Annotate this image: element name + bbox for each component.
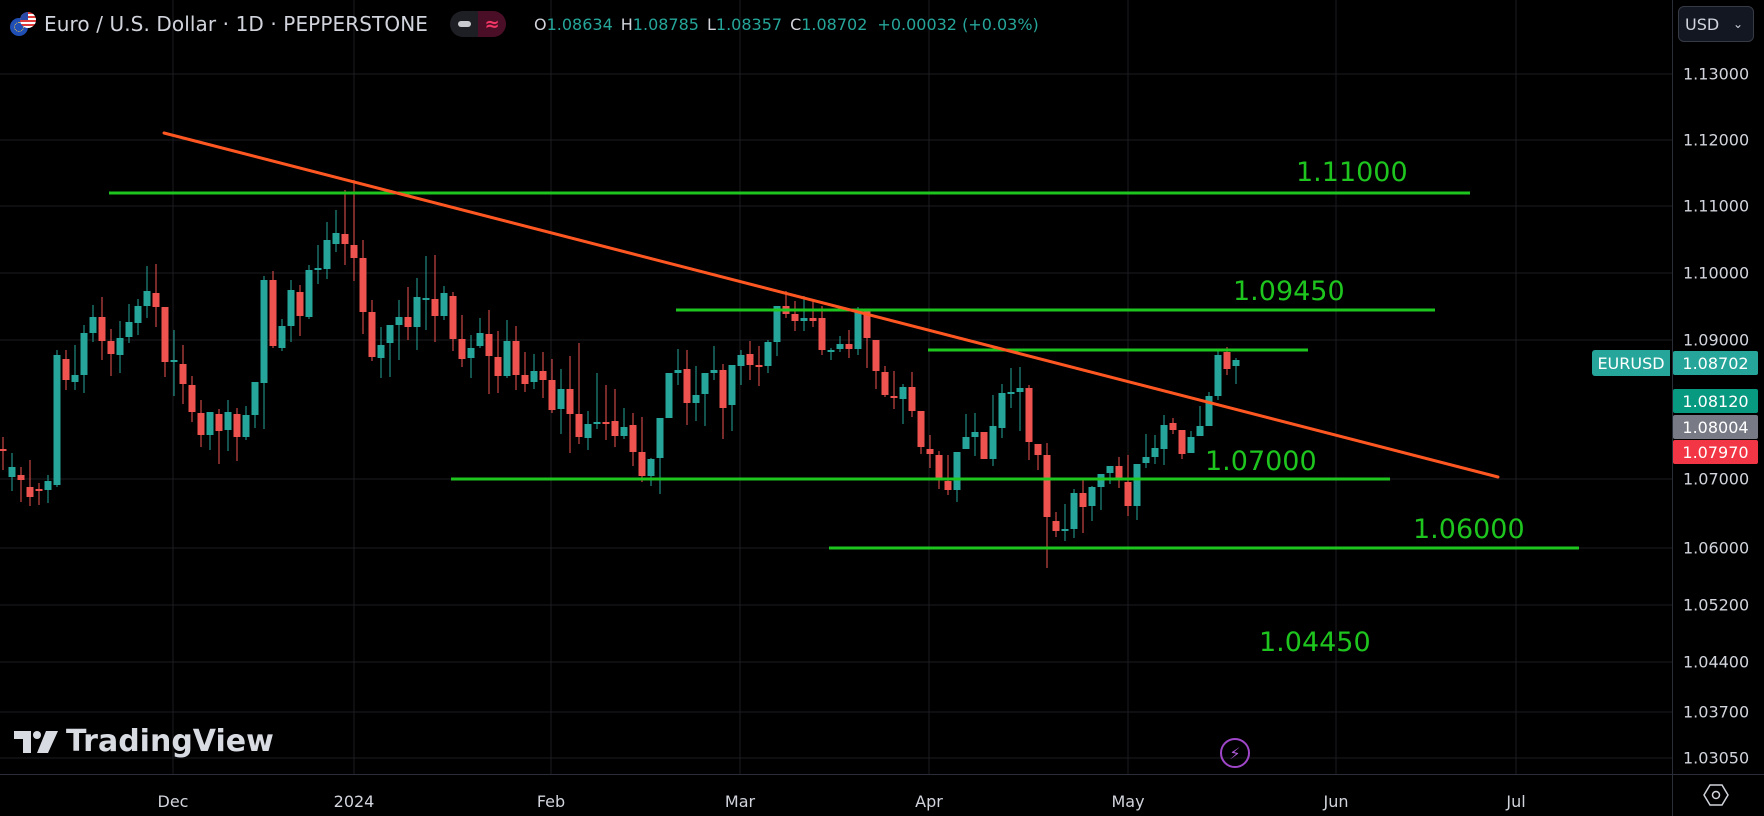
time-label: Dec bbox=[157, 792, 189, 811]
axis-corner bbox=[1672, 774, 1764, 816]
tradingview-watermark[interactable]: TradingView bbox=[14, 724, 274, 759]
lightning-icon[interactable]: ⚡ bbox=[1220, 738, 1250, 768]
price-label: 1.07970 bbox=[1673, 440, 1758, 464]
price-label: 1.08004 bbox=[1673, 415, 1758, 439]
low-value: 1.08357 bbox=[715, 14, 783, 34]
time-label: Feb bbox=[536, 792, 566, 811]
time-label: May bbox=[1111, 792, 1145, 811]
chart-canvas[interactable] bbox=[0, 0, 1672, 774]
price-tick: 1.09000 bbox=[1683, 330, 1750, 350]
symbol-price-label: EURUSD bbox=[1592, 350, 1670, 376]
price-tick: 1.11000 bbox=[1683, 196, 1750, 216]
time-axis[interactable] bbox=[0, 774, 1672, 816]
low-key: L bbox=[706, 14, 716, 34]
time-label: Jun bbox=[1323, 792, 1349, 811]
time-label: Jul bbox=[1506, 792, 1526, 811]
high-value: 1.08785 bbox=[632, 14, 699, 34]
symbol-title[interactable]: Euro / U.S. Dollar · 1D · PEPPERSTONE bbox=[44, 12, 428, 36]
price-tick: 1.04400 bbox=[1683, 652, 1750, 672]
level-label: 1.07000 bbox=[1205, 446, 1317, 477]
high-key: H bbox=[620, 14, 633, 34]
price-tick: 1.03700 bbox=[1683, 702, 1750, 722]
chart-legend: Euro / U.S. Dollar · 1D · PEPPERSTONE ≈ … bbox=[8, 10, 1039, 38]
chevron-down-icon: ⌄ bbox=[1732, 17, 1743, 31]
indicator-toggle[interactable]: ≈ bbox=[450, 11, 506, 37]
time-label: 2024 bbox=[333, 792, 375, 811]
price-tick: 1.06000 bbox=[1683, 538, 1750, 558]
open-key: O bbox=[534, 14, 547, 34]
price-tick: 1.10000 bbox=[1683, 263, 1750, 283]
open-value: 1.08634 bbox=[546, 14, 613, 34]
price-tick: 1.03050 bbox=[1683, 748, 1750, 768]
grid-lines bbox=[0, 0, 1672, 774]
price-axis[interactable] bbox=[1672, 0, 1764, 774]
change-value: +0.00032 (+0.03%) bbox=[877, 14, 1039, 34]
currency-dropdown[interactable]: USD ⌄ bbox=[1678, 6, 1754, 42]
price-label: 1.08120 bbox=[1673, 389, 1758, 413]
price-label: 1.08702 bbox=[1673, 351, 1758, 375]
price-tick: 1.12000 bbox=[1683, 130, 1750, 150]
chart-area[interactable] bbox=[0, 0, 1672, 774]
price-tick: 1.07000 bbox=[1683, 469, 1750, 489]
eur-usd-flag-icon bbox=[8, 10, 38, 38]
currency-value: USD bbox=[1685, 14, 1720, 34]
minus-icon[interactable] bbox=[450, 11, 478, 37]
settings-icon[interactable] bbox=[1703, 782, 1729, 808]
close-value: 1.08702 bbox=[801, 14, 868, 34]
level-label: 1.11000 bbox=[1296, 157, 1408, 188]
close-key: C bbox=[790, 14, 802, 34]
price-tick: 1.13000 bbox=[1683, 64, 1750, 84]
time-label: Apr bbox=[915, 792, 943, 811]
time-label: Mar bbox=[724, 792, 756, 811]
ohlc-values: O1.08634 H1.08785 L1.08357 C1.08702 +0.0… bbox=[534, 15, 1039, 34]
watermark-text: TradingView bbox=[66, 724, 274, 759]
approx-icon[interactable]: ≈ bbox=[478, 11, 506, 37]
candlestick-series bbox=[0, 180, 1240, 568]
level-label: 1.09450 bbox=[1233, 276, 1345, 307]
level-label: 1.04450 bbox=[1259, 627, 1371, 658]
trendline[interactable] bbox=[162, 131, 1500, 479]
tradingview-logo-icon bbox=[14, 730, 58, 753]
price-tick: 1.05200 bbox=[1683, 595, 1750, 615]
horizontal-level-lines[interactable] bbox=[109, 191, 1579, 550]
level-label: 1.06000 bbox=[1413, 514, 1525, 545]
